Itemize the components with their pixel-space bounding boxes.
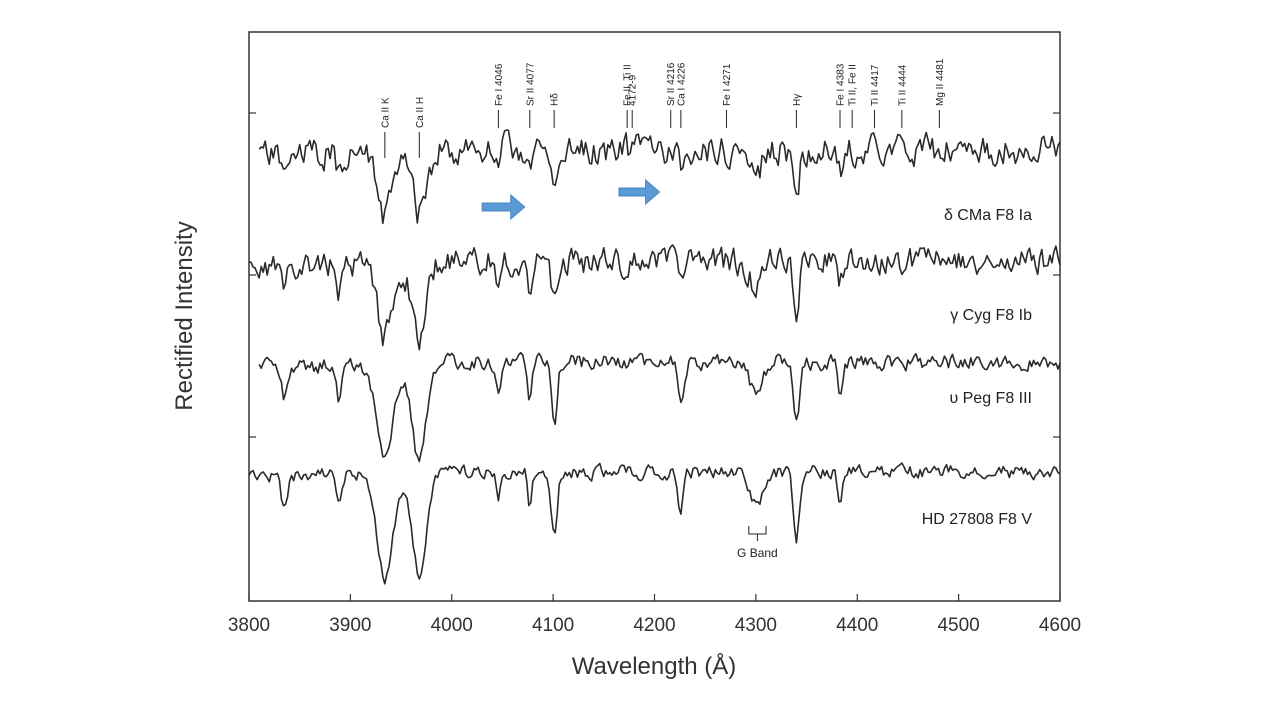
y-axis-ticks — [249, 112, 1060, 438]
line-id-label: Fe I 4271 — [722, 63, 733, 106]
line-id-label: Ca II K — [380, 97, 391, 128]
x-tick-label: 3800 — [228, 615, 270, 636]
series-label: υ Peg F8 III — [949, 390, 1032, 407]
line-id-label: Ca I 4226 — [676, 62, 687, 106]
spectrum-line — [258, 129, 1061, 225]
line-identifications: Ca II K Ca II H Fe I 4046 Sr II 4077 Hδ Fe II… — [380, 58, 946, 158]
x-axis-title: Wavelength (Å) — [572, 652, 737, 680]
line-id-label: Ca II H — [415, 97, 426, 128]
x-tick-label: 3900 — [329, 615, 371, 636]
line-id-label: Fe I 4046 — [494, 63, 505, 106]
spectrum-line — [248, 244, 1061, 351]
x-tick-label: 4500 — [937, 615, 979, 636]
spectrum-line — [248, 462, 1061, 585]
g-band-annotation: G Band — [737, 526, 778, 560]
line-id-label: Hγ — [792, 94, 803, 106]
x-tick-label: 4200 — [633, 615, 675, 636]
x-tick-label: 4600 — [1039, 615, 1081, 636]
spectra-series-labels: δ CMa F8 Ia γ Cyg F8 Ib υ Peg F8 III HD 278… — [922, 207, 1033, 528]
line-id-label: Fe I 4383 — [836, 63, 847, 106]
x-tick-label: 4400 — [836, 615, 878, 636]
spectrum-line — [258, 351, 1061, 463]
line-id-label: Hδ — [550, 93, 561, 106]
highlight-arrows — [481, 178, 661, 221]
x-axis-ticks: 3800 3900 4000 4100 4200 4300 4400 4500 4600 — [228, 594, 1081, 636]
line-id-label: Ti II, Fe II — [848, 64, 859, 106]
g-band-label: G Band — [737, 546, 778, 560]
g-band-bracket — [748, 526, 767, 541]
line-id-label: 4172-9 — [628, 74, 639, 106]
line-id-label: Ti II 4417 — [870, 64, 881, 106]
blue-arrow — [481, 193, 526, 221]
series-label: HD 27808 F8 V — [922, 511, 1033, 528]
series-label: δ CMa F8 Ia — [944, 207, 1032, 224]
series-label: γ Cyg F8 Ib — [950, 307, 1032, 324]
x-tick-label: 4000 — [431, 615, 473, 636]
blue-arrow — [618, 178, 661, 206]
x-tick-label: 4300 — [735, 615, 777, 636]
y-axis-title: Rectified Intensity — [171, 221, 198, 410]
line-id-label: Sr II 4216 — [666, 62, 677, 106]
x-tick-label: 4100 — [532, 615, 574, 636]
line-id-label: Fe II, Ti II — [623, 64, 634, 106]
line-id-label: Mg II 4481 — [935, 58, 946, 106]
line-id-label: Sr II 4077 — [525, 62, 536, 106]
line-id-label: Ti II 4444 — [897, 64, 908, 106]
spectra-series — [248, 129, 1061, 585]
